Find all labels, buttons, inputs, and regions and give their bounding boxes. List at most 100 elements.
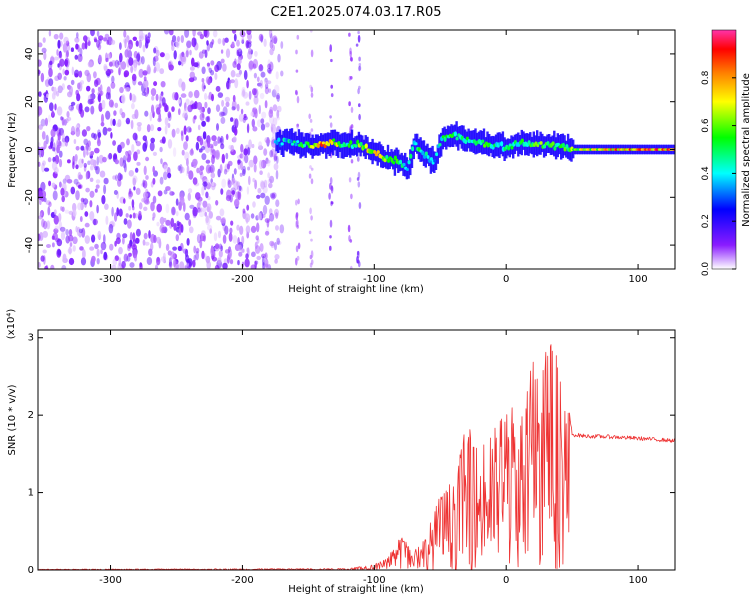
noise-speck <box>192 259 196 268</box>
noise-speck <box>132 175 138 184</box>
noise-speck <box>202 131 207 140</box>
noise-speck <box>207 224 213 231</box>
noise-speck <box>48 78 54 87</box>
noise-speck <box>248 139 253 150</box>
noise-speck <box>57 249 62 256</box>
noise-speck <box>98 54 103 64</box>
noise-speck <box>224 96 230 103</box>
noise-speck <box>92 218 98 226</box>
noise-speck <box>44 79 50 85</box>
ridge-mark <box>481 139 485 144</box>
noise-speck <box>146 124 151 133</box>
sparse-column-speck <box>350 159 354 164</box>
noise-speck <box>215 85 221 92</box>
noise-speck <box>83 35 88 42</box>
noise-speck <box>177 165 181 172</box>
sparse-column-speck <box>347 224 351 233</box>
snr-y-axis-label: SNR (10 * v/v) <box>7 384 18 455</box>
noise-speck <box>250 213 255 219</box>
noise-speck <box>65 229 69 236</box>
noise-speck <box>183 125 187 135</box>
ridge-mark <box>356 139 360 145</box>
sparse-column-speck <box>357 156 360 162</box>
noise-speck <box>192 177 198 185</box>
noise-speck <box>38 161 41 167</box>
noise-speck <box>133 62 137 72</box>
noise-speck <box>93 218 97 226</box>
noise-speck <box>66 50 69 58</box>
noise-speck <box>257 82 262 87</box>
sparse-column-speck <box>310 86 314 93</box>
noise-speck <box>165 203 170 214</box>
noise-speck <box>208 211 213 219</box>
noise-speck <box>228 232 233 242</box>
noise-speck <box>238 113 245 122</box>
sparse-column-speck <box>329 122 333 128</box>
noise-speck <box>269 192 276 199</box>
noise-speck <box>118 208 123 217</box>
noise-speck <box>239 172 243 177</box>
ridge-mark <box>326 142 331 147</box>
noise-speck <box>240 108 244 115</box>
noise-speck <box>39 212 42 218</box>
noise-speck <box>153 81 158 87</box>
noise-speck <box>144 138 148 149</box>
noise-speck <box>276 155 279 164</box>
noise-speck <box>230 79 235 84</box>
noise-speck <box>253 95 259 105</box>
noise-speck <box>189 127 192 133</box>
ridge-mark <box>364 143 368 149</box>
noise-speck <box>74 73 79 78</box>
noise-speck <box>264 77 268 83</box>
ridge-mark <box>411 146 415 152</box>
noise-speck <box>225 152 229 160</box>
noise-speck <box>199 239 203 249</box>
noise-speck <box>264 258 269 268</box>
noise-speck <box>75 124 80 132</box>
noise-speck <box>97 95 100 101</box>
noise-speck <box>236 103 240 112</box>
snr-scale-label: (x10⁴) <box>6 309 17 340</box>
noise-speck <box>159 146 163 153</box>
ridge-mark <box>280 142 284 146</box>
noise-speck <box>246 30 252 35</box>
noise-speck <box>220 111 226 117</box>
noise-speck <box>237 159 242 164</box>
noise-speck <box>199 169 203 176</box>
noise-speck <box>81 129 87 137</box>
noise-speck <box>186 41 192 49</box>
noise-speck <box>221 99 225 107</box>
noise-speck <box>263 38 267 47</box>
noise-speck <box>119 86 124 94</box>
noise-speck <box>73 155 78 165</box>
noise-speck <box>248 175 251 186</box>
noise-speck <box>129 214 132 219</box>
noise-speck <box>246 247 250 253</box>
noise-speck <box>129 92 132 101</box>
noise-speck <box>57 72 62 81</box>
sparse-column-speck <box>308 173 312 179</box>
noise-speck <box>56 90 60 97</box>
noise-speck <box>84 211 89 217</box>
noise-speck <box>229 227 233 234</box>
ridge-mark <box>561 142 566 148</box>
noise-speck <box>145 40 149 49</box>
noise-speck <box>272 104 278 112</box>
noise-speck <box>189 204 195 209</box>
sparse-column-speck <box>358 85 361 90</box>
noise-speck <box>136 122 142 127</box>
noise-speck <box>145 156 150 162</box>
noise-speck <box>171 106 175 112</box>
noise-speck <box>222 37 226 46</box>
noise-speck <box>217 38 222 45</box>
noise-speck <box>269 240 275 247</box>
noise-speck <box>213 232 218 242</box>
noise-speck <box>119 61 123 72</box>
noise-speck <box>226 189 232 199</box>
noise-speck <box>80 257 87 266</box>
noise-speck <box>182 248 188 254</box>
noise-speck <box>196 102 203 110</box>
noise-speck <box>220 58 225 64</box>
noise-speck <box>259 79 264 89</box>
noise-speck <box>47 157 52 163</box>
